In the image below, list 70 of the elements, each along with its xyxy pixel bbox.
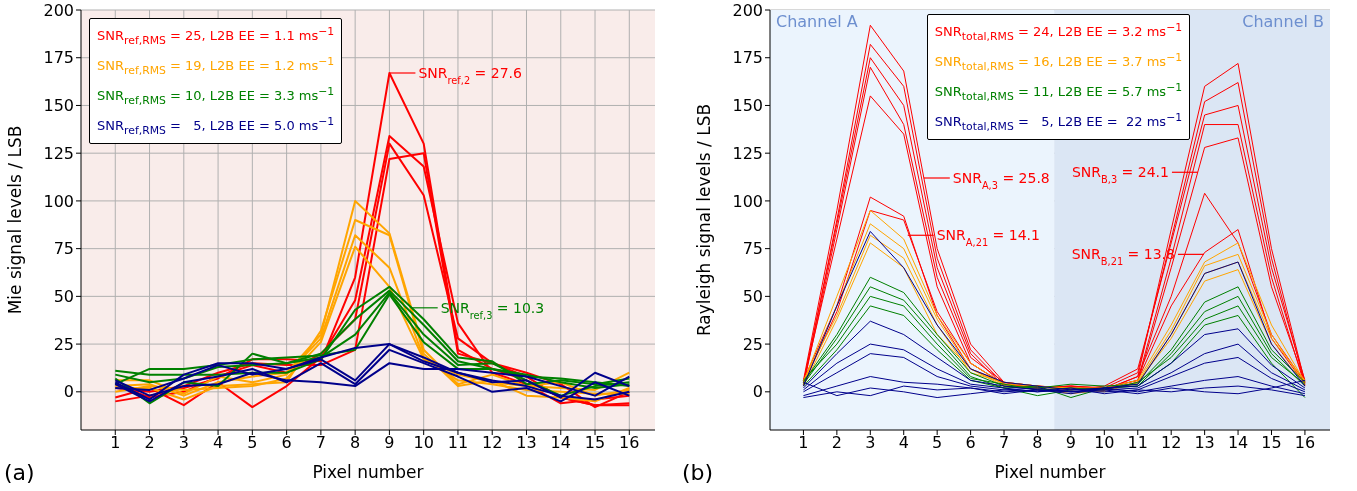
y-axis-title: Mie signal levels / LSB: [5, 125, 26, 315]
x-tick-label: 6: [965, 433, 976, 453]
text: (a): [4, 460, 35, 485]
y-tick-label: 75: [742, 239, 763, 259]
y-tick-label: 25: [53, 334, 74, 354]
x-tick-label: 16: [1294, 433, 1316, 453]
x-tick-label: 3: [178, 433, 189, 453]
annotation: SNR$_{B,3}$ = 24.1: [1071, 164, 1169, 185]
x-tick-label: 4: [898, 433, 909, 453]
y-tick-label: 100: [43, 191, 74, 211]
x-tick-label: 9: [1065, 433, 1076, 453]
text: SNR$_{total,RMS}$ = 16, L2B EE = 3.7 ms$^{−1}$: [934, 49, 1183, 75]
text: SNR$_{ref,RMS}$ = 25, L2B EE = 1.1 ms$^{−1}$: [97, 24, 335, 49]
text: (b): [682, 460, 714, 485]
x-tick-label: 5: [932, 433, 943, 453]
x-tick-label: 2: [144, 433, 155, 453]
text: SNR$_{total,RMS}$ = 5, L2B EE = 22 ms$^{−1}$: [934, 109, 1183, 135]
y-tick-label: 200: [43, 0, 74, 20]
band-label: Channel B: [1242, 12, 1324, 32]
x-tick-label: 12: [482, 433, 503, 453]
annotation: SNR$_{A,3}$ = 25.8: [952, 169, 1050, 191]
x-tick-label: 5: [247, 433, 258, 453]
y-tick-label: 25: [742, 334, 763, 354]
text: SNR$_{ref,RMS}$ = 10, L2B EE = 3.3 ms$^{−1}$: [97, 83, 335, 109]
x-tick-label: 14: [1227, 433, 1249, 453]
x-tick-label: 2: [831, 433, 842, 453]
y-tick-label: 0: [752, 382, 763, 402]
y-tick-label: 125: [732, 143, 763, 163]
y-tick-label: 175: [43, 48, 74, 68]
y-tick-label: 125: [43, 143, 74, 163]
x-tick-label: 10: [413, 433, 434, 453]
y-tick-label: 50: [742, 287, 763, 307]
x-tick-label: 14: [550, 433, 571, 453]
y-tick-label: 0: [63, 382, 74, 402]
y-tick-label: 150: [43, 96, 74, 116]
x-tick-label: 9: [384, 433, 395, 453]
x-tick-label: 11: [447, 433, 469, 453]
x-tick-label: 7: [998, 433, 1010, 453]
text: SNR$_{ref,RMS}$ = 19, L2B EE = 1.2 ms$^{−1}$: [97, 53, 335, 79]
x-tick-label: 3: [865, 433, 876, 453]
x-tick-label: 13: [1194, 433, 1215, 453]
x-tick-label: 11: [1127, 433, 1148, 453]
x-tick-label: 8: [350, 433, 361, 453]
y-axis-title: Rayleigh signal levels / LSB: [694, 103, 715, 337]
x-tick-label: 1: [798, 433, 809, 453]
text: SNR$_{total,RMS}$ = 11, L2B EE = 5.7 ms$^{−1}$: [934, 79, 1183, 105]
x-tick-label: 16: [619, 433, 640, 453]
x-tick-label: 7: [315, 433, 326, 453]
x-axis-title: Pixel number: [994, 462, 1106, 482]
y-tick-label: 150: [732, 96, 763, 116]
x-tick-label: 1: [110, 433, 121, 453]
annotation: SNR$_{ref,2}$ = 27.6: [418, 64, 523, 86]
y-tick-label: 175: [732, 48, 763, 68]
x-tick-label: 8: [1032, 433, 1043, 453]
x-tick-label: 12: [1161, 433, 1182, 453]
x-axis-title: Pixel number: [312, 462, 424, 482]
annotation: SNR$_{A,21}$ = 14.1: [936, 227, 1040, 248]
x-tick-label: 15: [584, 433, 606, 453]
y-tick-label: 75: [53, 239, 74, 259]
text: SNR$_{ref,RMS}$ = 5, L2B EE = 5.0 ms$^{−1}$: [97, 113, 335, 139]
x-tick-label: 15: [1261, 433, 1282, 453]
text: SNR$_{total,RMS}$ = 24, L2B EE = 3.2 ms$^{−1}$: [934, 20, 1183, 45]
x-tick-label: 6: [281, 433, 292, 453]
x-tick-label: 13: [516, 433, 537, 453]
y-tick-label: 200: [732, 0, 763, 20]
band-label: Channel A: [776, 12, 858, 32]
x-tick-label: 4: [212, 433, 224, 453]
y-tick-label: 100: [732, 191, 763, 211]
x-tick-label: 10: [1094, 433, 1115, 453]
y-tick-label: 50: [53, 287, 74, 307]
